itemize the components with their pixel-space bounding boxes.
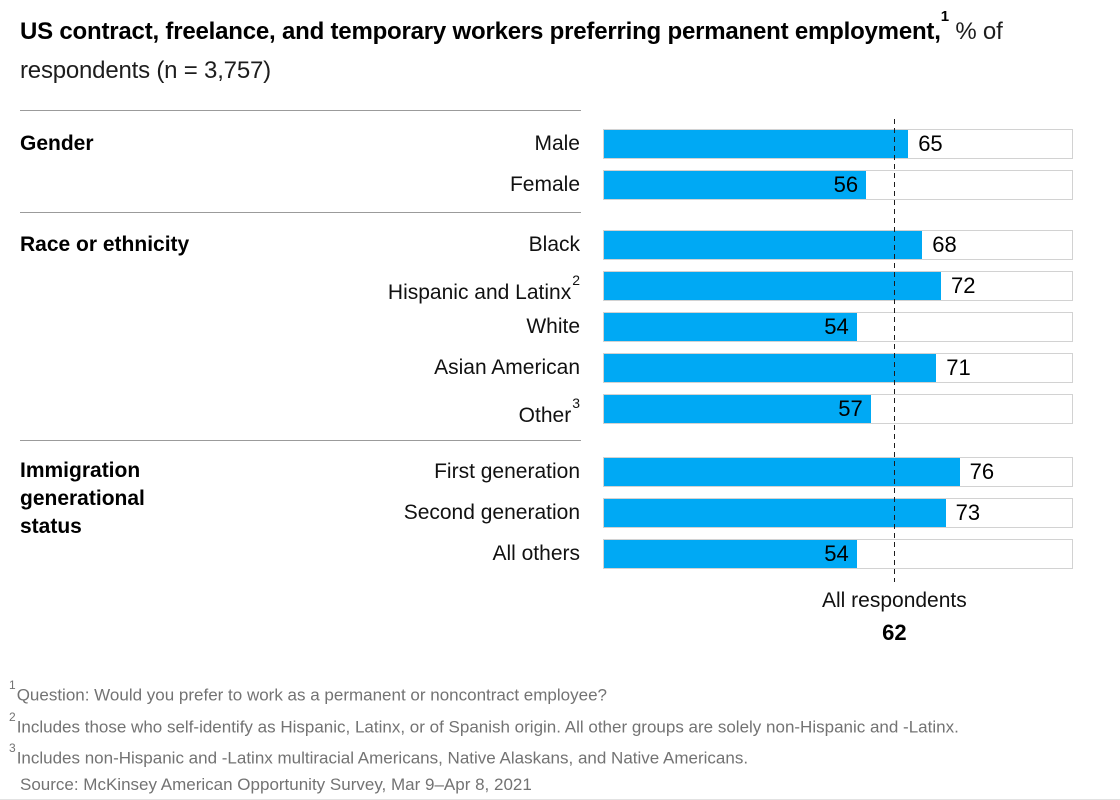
bar-track: 71 [603,353,1073,383]
bar-black [604,231,923,259]
bar-track: 68 [603,230,1073,260]
footnote-number: 2 [9,709,16,724]
title-footnote-marker: 1 [940,8,949,25]
reference-caption-label: All respondents [822,589,967,612]
value-label-all-others: 54 [824,541,849,566]
value-label-female: 56 [833,172,859,197]
section-immigration-generational-status: Immigration generational status First gen… [20,440,1073,569]
row-label-hispanic-and-latinx: Hispanic and Latinx2 [387,272,580,304]
footnote-3: 3Includes non-Hispanic and -Latinx multi… [9,741,749,768]
value-label-other: 57 [838,396,863,421]
source-line: Source: McKinsey American Opportunity Su… [20,774,532,794]
chart-row-other: Other3 57 [20,394,1073,427]
bar-track: 76 [603,457,1073,487]
chart-row-hispanic-and-latinx: Hispanic and Latinx2 72 [20,271,1073,304]
section-race-or-ethnicity: Race or ethnicity Black 68 Hispanic and Lat… [20,212,1073,440]
footnote-number: 3 [9,741,16,756]
chart-row-white: White 54 [20,312,1073,342]
row-label-black: Black [528,233,580,256]
bar-hispanic-and-latinx [604,272,941,300]
row-label-asian-american: Asian American [434,356,580,379]
value-label-first-generation: 76 [969,459,995,484]
bar-track: 54 [603,539,1073,569]
section-gender: Gender Male 65 Female 56 [20,110,1073,212]
bar-track: 73 [603,498,1073,528]
bar-other [604,395,871,423]
footnote-number: 1 [9,678,16,692]
row-label-white: White [526,315,580,338]
bar-chart: Gender Male 65 Female 56 Race or ethnicity Bla… [20,110,1073,645]
section-label-race-or-ethnicity: Race or ethnicity [20,233,190,256]
reference-caption: All respondents 62 [774,588,1014,647]
bar-first-generation [604,458,960,486]
value-label-male: 65 [918,131,943,156]
footnotes: 1Question: Would you prefer to work as a… [9,677,1020,772]
bar-male [604,130,909,158]
bar-track: 65 [603,129,1073,159]
title-subtitle: % of respondents (n = 3,757) [20,18,1003,84]
row-label-all-others: All others [492,542,580,565]
chart-row-all-others: All others 54 [20,539,1073,569]
chart-row-second-generation: Second generation 73 [20,498,1073,528]
bar-track: 57 [603,394,1073,424]
footnote-1: 1Question: Would you prefer to work as a… [9,678,607,705]
row-label-male: Male [534,132,580,155]
page-title: US contract, freelance, and temporary wo… [20,6,1065,90]
bar-track: 72 [603,271,1073,301]
reference-caption-value: 62 [882,620,907,645]
chart-row-asian-american: Asian American 71 [20,353,1073,383]
chart-row-black: Black 68 [20,230,1073,260]
footnote-2: 2Includes those who self-identify as His… [9,709,959,737]
title-bold-text: US contract, freelance, and temporary wo… [20,18,941,45]
row-label-female: Female [509,173,580,196]
row-label-second-generation: Second generation [403,501,580,524]
row-label-first-generation: First generation [434,460,580,483]
reference-dashed-line [894,119,896,582]
bar-all-others [604,540,857,568]
bar-track: 54 [603,312,1073,342]
value-label-asian-american: 71 [946,355,971,380]
bar-second-generation [604,499,946,527]
footnote-marker: 3 [572,395,580,411]
value-label-white: 54 [824,314,849,339]
value-label-second-generation: 73 [955,500,981,525]
bar-track: 56 [603,170,1073,200]
bar-asian-american [604,354,937,382]
chart-row-male: Male 65 [20,129,1073,159]
row-label-other: Other3 [518,395,580,427]
value-label-hispanic-and-latinx: 72 [950,273,976,298]
bar-female [604,171,867,199]
chart-row-female: Female 56 [20,170,1073,200]
footnote-marker: 2 [572,272,580,288]
section-label-gender: Gender [20,132,94,155]
bar-white [604,313,857,341]
chart-row-first-generation: First generation 76 [20,457,1073,487]
section-label-immigration-generational-status: Immigration generational status [20,459,145,538]
value-label-black: 68 [932,232,957,257]
